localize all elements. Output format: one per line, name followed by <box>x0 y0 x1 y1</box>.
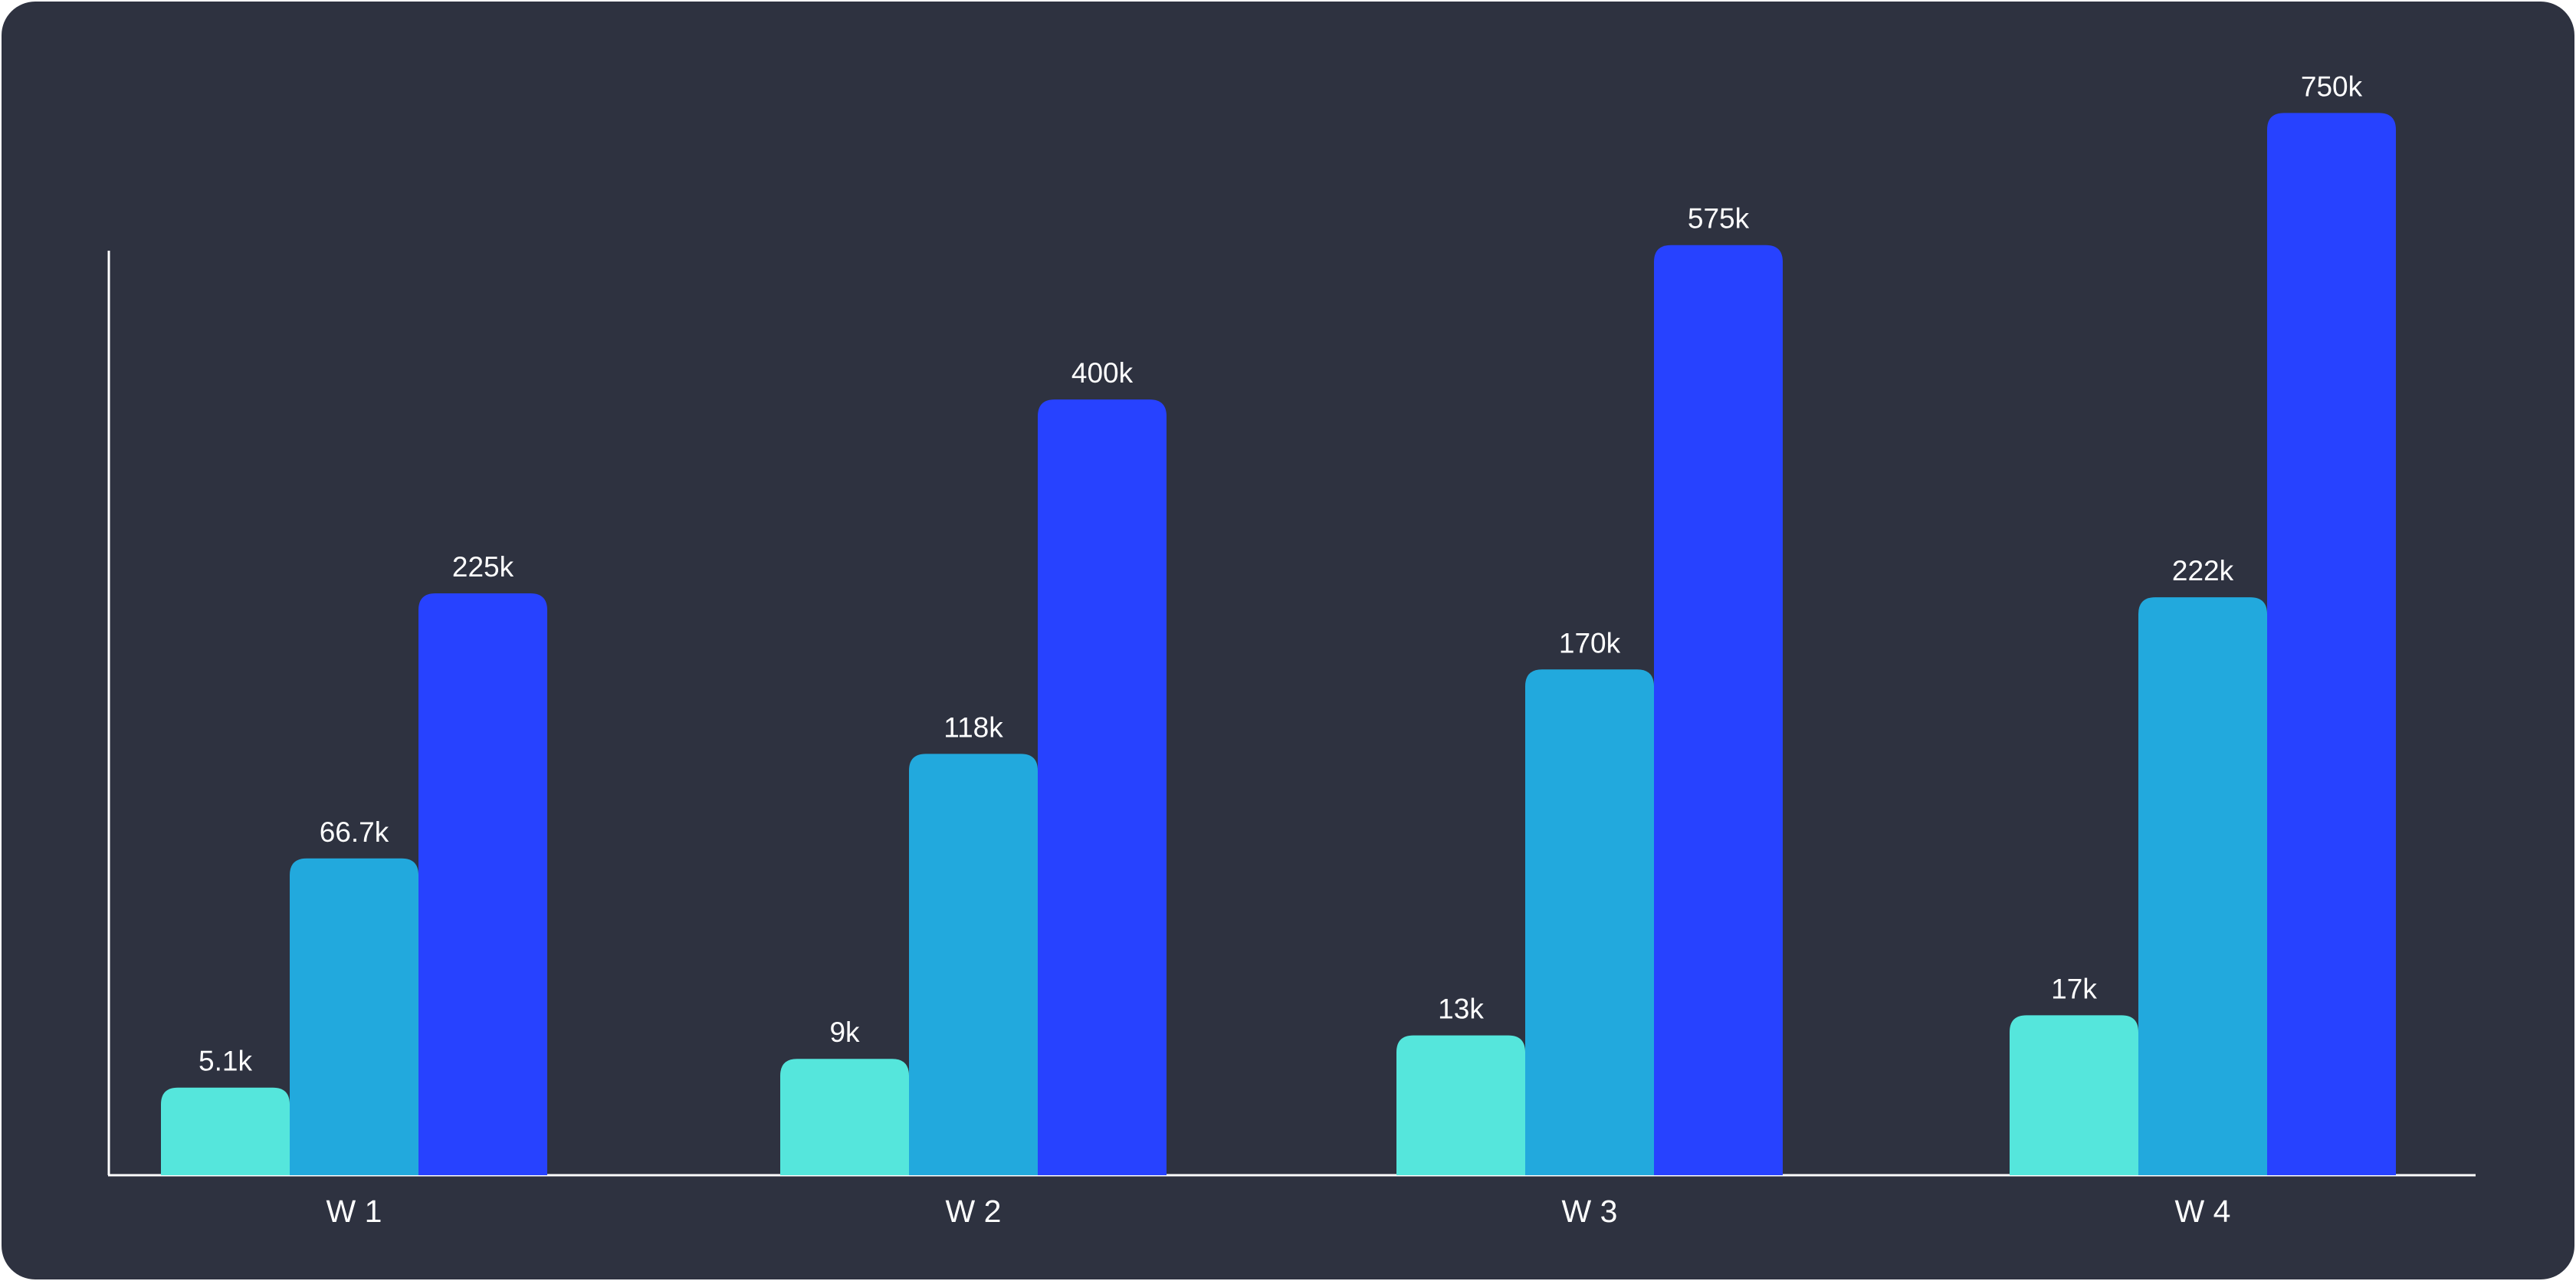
data-label-1-3: 225k <box>452 551 514 583</box>
data-label-2-1: 9k <box>829 1017 860 1048</box>
data-label-4-1: 17k <box>2051 973 2097 1004</box>
labels-group: 5.1k 66.7k 225k W 1 9k 118k 400k W 2 13k 170k 575k… <box>199 71 2363 1229</box>
bar-1-3 <box>418 593 547 1175</box>
category-label-2: W 2 <box>946 1194 1002 1229</box>
bar-2-2 <box>909 754 1038 1175</box>
data-label-4-2: 222k <box>2172 555 2234 586</box>
data-label-1-1: 5.1k <box>199 1046 252 1077</box>
bar-2-3 <box>1038 399 1167 1175</box>
category-label-4: W 4 <box>2175 1194 2231 1229</box>
data-label-2-2: 118k <box>943 711 1003 743</box>
category-label-1: W 1 <box>327 1194 382 1229</box>
category-label-3: W 3 <box>1562 1194 1618 1229</box>
data-label-3-1: 13k <box>1438 994 1484 1025</box>
data-label-1-2: 66.7k <box>320 816 389 848</box>
bar-1-2 <box>290 858 418 1175</box>
bar-3-1 <box>1396 1035 1525 1175</box>
data-label-3-3: 575k <box>1688 203 1750 235</box>
bar-3-3 <box>1654 245 1783 1175</box>
data-label-4-3: 750k <box>2301 71 2363 102</box>
bar-3-2 <box>1525 669 1654 1175</box>
bar-2-1 <box>780 1059 909 1175</box>
bar-4-1 <box>2010 1015 2138 1175</box>
bars-group <box>161 113 2396 1175</box>
bar-4-2 <box>2138 597 2267 1175</box>
data-label-2-3: 400k <box>1071 357 1134 389</box>
data-label-3-2: 170k <box>1559 627 1621 659</box>
bar-1-1 <box>161 1087 290 1175</box>
bar-4-3 <box>2267 113 2396 1175</box>
